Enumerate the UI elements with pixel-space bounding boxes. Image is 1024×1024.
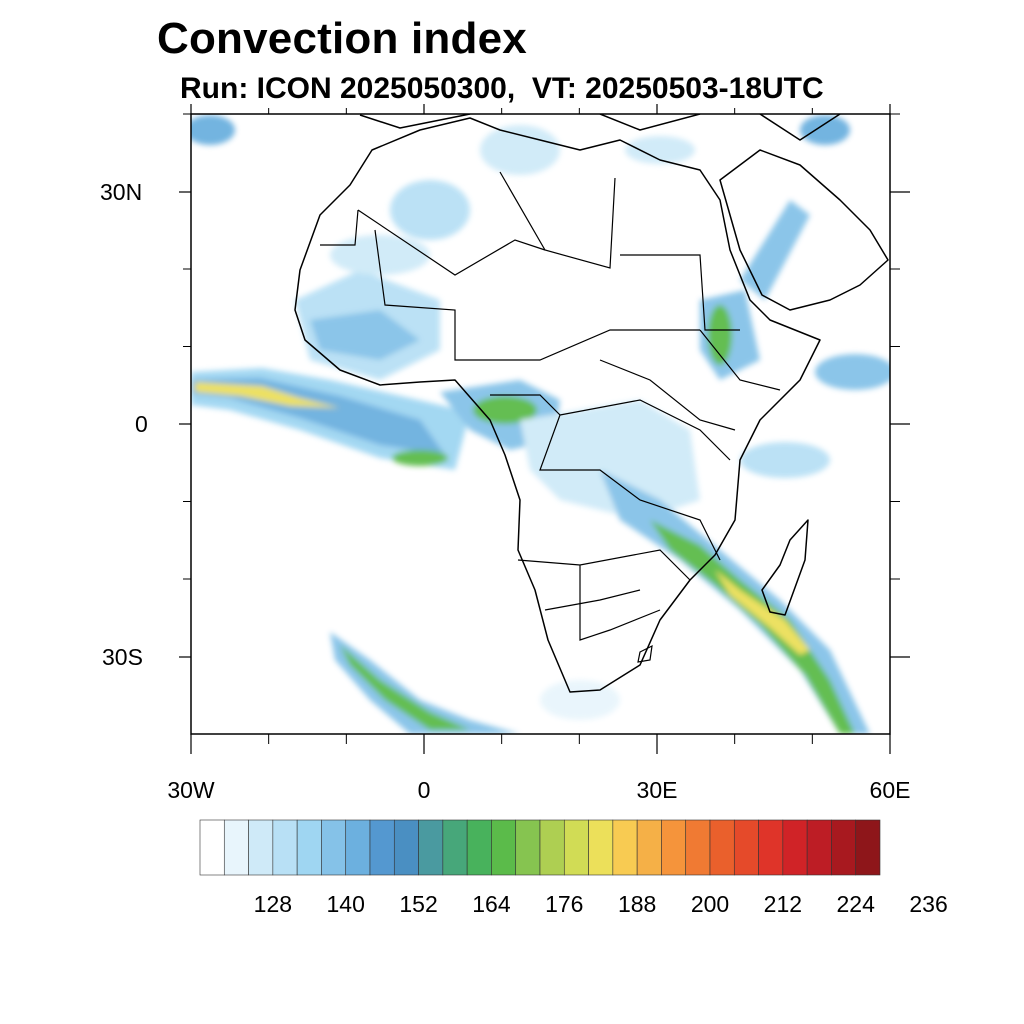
- colorbar-swatch: [223, 819, 249, 876]
- lat-label-0: 0: [135, 411, 148, 437]
- colorbar-tick-label: 140: [327, 891, 365, 917]
- colorbar-swatch: [612, 819, 638, 876]
- field-north-1: [480, 125, 560, 175]
- colorbar-swatch: [369, 819, 395, 876]
- colorbar-swatch: [199, 819, 225, 876]
- field-south-africa: [540, 680, 620, 720]
- field-itcz-peak: [195, 382, 340, 408]
- colorbar-tick-label: 164: [472, 891, 511, 917]
- colorbar-swatch: [442, 819, 468, 876]
- axis-ticks: [179, 104, 910, 754]
- colorbar-swatch: [393, 819, 419, 876]
- lon-label-0: 0: [418, 777, 431, 803]
- europe-coastline: [359, 114, 841, 141]
- colorbar-tick-label: 224: [837, 891, 876, 917]
- field-guinea-core: [473, 396, 537, 424]
- colorbar-swatch: [855, 819, 881, 876]
- colorbar-swatch: [515, 819, 541, 876]
- lon-label-30e: 30E: [637, 777, 678, 803]
- field-mozambique-peak: [715, 570, 810, 655]
- arabia-coastline: [719, 149, 889, 311]
- africa-coastline: [294, 117, 821, 693]
- lesotho-border: [637, 644, 653, 663]
- colorbar-tick-label: 128: [254, 891, 292, 917]
- madagascar-coastline: [761, 519, 809, 616]
- colorbar-swatch: [733, 819, 759, 876]
- field-mozambique-core: [650, 520, 855, 734]
- colorbar-swatch: [272, 819, 298, 876]
- colorbar-tick-label: 200: [691, 891, 729, 917]
- colorbar-swatch: [296, 819, 322, 876]
- colorbar-tick-label: 236: [909, 891, 947, 917]
- colorbar-swatch: [685, 819, 711, 876]
- field-gulf: [800, 115, 850, 145]
- minor-ticks: [183, 108, 900, 744]
- border-sahel: [374, 229, 700, 361]
- colorbar-swatch: [831, 819, 857, 876]
- colorbar-swatch: [345, 819, 371, 876]
- convection-field: [191, 115, 890, 734]
- country-borders: [320, 171, 781, 663]
- border-libya: [499, 171, 616, 269]
- field-nw-corner: [191, 115, 235, 145]
- lon-label-60e: 60E: [870, 777, 911, 803]
- field-itcz-cell: [392, 450, 448, 466]
- colorbar-labels: 128 140 152 164 176 188 200 212 224 236: [254, 891, 948, 917]
- colorbar-swatch: [806, 819, 832, 876]
- field-arabia: [740, 200, 810, 300]
- colorbar-tick-label: 212: [764, 891, 802, 917]
- colorbar-swatch: [466, 819, 492, 876]
- colorbar-tick-label: 152: [399, 891, 437, 917]
- border-southern: [517, 549, 691, 641]
- colorbar-swatch: [636, 819, 662, 876]
- colorbar-tick-label: 188: [618, 891, 656, 917]
- colorbar-swatch: [709, 819, 735, 876]
- colorbar: [199, 819, 881, 876]
- colorbar-swatch: [539, 819, 565, 876]
- lat-label-30n: 30N: [100, 179, 142, 205]
- colorbar-swatch: [588, 819, 614, 876]
- colorbar-swatch: [563, 819, 589, 876]
- colorbar-swatch: [782, 819, 808, 876]
- field-sahara-1: [390, 180, 470, 240]
- field-south-front-core: [340, 645, 470, 730]
- colorbar-swatch: [248, 819, 274, 876]
- colorbar-swatch: [321, 819, 347, 876]
- colorbar-swatch: [418, 819, 444, 876]
- colorbar-tick-label: 176: [545, 891, 583, 917]
- border-mauritania: [320, 209, 359, 246]
- field-ethiopia-core: [708, 305, 732, 365]
- border-namibia: [544, 589, 641, 611]
- page-subtitle: Run: ICON 2025050300, VT: 20250503-18UTC: [180, 72, 824, 105]
- coastlines: [294, 114, 889, 693]
- border-congo: [490, 394, 731, 561]
- border-egypt: [620, 254, 740, 331]
- border-east: [599, 329, 781, 431]
- page-title: Convection index: [157, 14, 527, 63]
- lon-label-30w: 30W: [167, 777, 215, 803]
- colorbar-swatch: [758, 819, 784, 876]
- lat-label-30s: 30S: [102, 644, 143, 670]
- colorbar-swatch: [491, 819, 517, 876]
- colorbar-swatch: [661, 819, 687, 876]
- field-congo: [520, 400, 700, 520]
- border-maghreb: [357, 209, 546, 276]
- field-north-2: [625, 136, 695, 164]
- field-arabian-sea: [815, 354, 890, 390]
- field-indian-ocean: [740, 442, 830, 478]
- field-west-africa-core: [310, 310, 420, 360]
